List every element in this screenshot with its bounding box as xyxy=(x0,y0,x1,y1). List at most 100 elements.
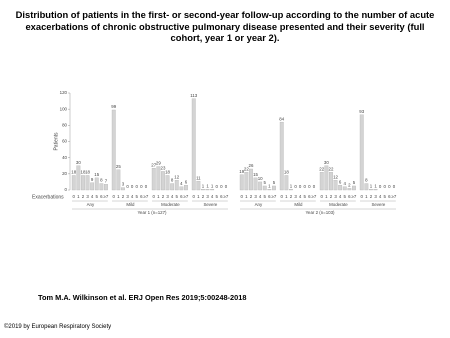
value-label: 1 xyxy=(370,183,373,188)
value-label: 15 xyxy=(94,172,99,177)
group-label: Any xyxy=(87,202,95,207)
x-tick-label: 4 xyxy=(211,194,214,199)
bar xyxy=(253,177,258,191)
bar xyxy=(279,121,284,191)
value-label: 8 xyxy=(171,178,174,183)
value-label: 25 xyxy=(116,164,121,169)
x-tick-label: 4 xyxy=(131,194,134,199)
chart: 020406080100120PatientsExacerbations1803… xyxy=(32,90,397,215)
year-label: Year 1 (n=127) xyxy=(137,210,167,215)
value-label: 10 xyxy=(258,176,263,181)
value-label: 18 xyxy=(81,170,86,175)
bar xyxy=(116,169,121,191)
x-tick-label: 4 xyxy=(339,194,342,199)
value-label: 12 xyxy=(333,174,338,179)
bar xyxy=(333,180,338,191)
x-tick-label: 6 xyxy=(220,194,223,199)
y-tick-label: 20 xyxy=(62,171,67,176)
x-tick-label: 0 xyxy=(281,194,284,199)
value-label: 0 xyxy=(131,184,134,189)
x-tick-label: 1 xyxy=(285,194,288,199)
bar xyxy=(352,185,356,191)
x-tick-label: 2 xyxy=(82,194,85,199)
x-tick-label: 2 xyxy=(202,194,205,199)
x-tick-label: ≥7 xyxy=(104,194,109,199)
x-tick-label: 0 xyxy=(153,194,156,199)
value-label: 6 xyxy=(339,179,342,184)
value-label: 0 xyxy=(379,184,382,189)
value-label: 93 xyxy=(359,109,364,114)
bar xyxy=(267,189,272,191)
value-label: 11 xyxy=(196,175,201,180)
bar xyxy=(104,184,108,191)
bar xyxy=(201,189,205,191)
value-label: 22 xyxy=(319,166,324,171)
x-tick-label: 1 xyxy=(117,194,120,199)
value-label: 30 xyxy=(76,160,81,165)
bar xyxy=(196,180,201,191)
value-label: 12 xyxy=(174,174,179,179)
x-tick-label: 2 xyxy=(162,194,165,199)
value-label: 0 xyxy=(136,184,139,189)
bar xyxy=(249,168,253,191)
y-tick-label: 100 xyxy=(60,106,68,111)
value-label: 15 xyxy=(253,172,258,177)
bar xyxy=(179,186,184,191)
x-tick-label: 1 xyxy=(365,194,368,199)
value-label: 1 xyxy=(374,183,377,188)
x-tick-label: 1 xyxy=(157,194,160,199)
bar xyxy=(347,188,352,191)
x-tick-label: 2 xyxy=(330,194,333,199)
x-tick-label: 5 xyxy=(136,194,139,199)
y-tick-label: 80 xyxy=(62,122,67,127)
y-axis-label: Patients xyxy=(53,132,59,151)
bar xyxy=(170,183,175,191)
bar xyxy=(161,171,165,191)
bar xyxy=(319,172,324,191)
value-label: 19 xyxy=(239,169,244,174)
bar xyxy=(324,165,329,191)
bar xyxy=(359,114,364,191)
value-label: 8 xyxy=(365,178,368,183)
value-label: 5 xyxy=(273,180,276,185)
bar xyxy=(329,172,333,191)
bar xyxy=(369,189,373,191)
x-tick-label: 4 xyxy=(91,194,94,199)
value-label: 1 xyxy=(202,183,205,188)
value-label: 0 xyxy=(145,184,148,189)
x-tick-label: 5 xyxy=(176,194,179,199)
x-tick-label: 3 xyxy=(126,194,129,199)
x-tick-label: 3 xyxy=(254,194,257,199)
bar xyxy=(81,175,85,191)
value-label: 18 xyxy=(284,170,289,175)
value-label: 1 xyxy=(206,183,209,188)
x-tick-label: ≥7 xyxy=(272,194,277,199)
x-tick-label: 4 xyxy=(379,194,382,199)
x-tick-label: 3 xyxy=(334,194,337,199)
value-label: 0 xyxy=(313,184,316,189)
group-label: Mild xyxy=(126,202,135,207)
x-tick-label: 0 xyxy=(321,194,324,199)
value-label: 0 xyxy=(308,184,311,189)
bar xyxy=(373,189,378,191)
x-tick-label: 0 xyxy=(113,194,116,199)
group-label: Severe xyxy=(203,202,217,207)
value-label: 1 xyxy=(211,183,214,188)
bar xyxy=(239,174,244,191)
value-label: 0 xyxy=(140,184,143,189)
bar xyxy=(76,165,81,191)
x-tick-label: 0 xyxy=(361,194,364,199)
bar xyxy=(71,175,76,191)
value-label: 8 xyxy=(100,178,103,183)
x-tick-label: 6 xyxy=(100,194,103,199)
group-label: Moderate xyxy=(161,202,180,207)
x-tick-label: 5 xyxy=(216,194,219,199)
value-label: 0 xyxy=(126,184,129,189)
y-tick-label: 0 xyxy=(65,187,68,192)
value-label: 0 xyxy=(304,184,307,189)
bar xyxy=(205,189,210,191)
value-label: 0 xyxy=(299,184,302,189)
x-tick-label: 0 xyxy=(73,194,76,199)
bar xyxy=(121,187,125,191)
x-axis-label: Exacerbations xyxy=(32,194,64,200)
